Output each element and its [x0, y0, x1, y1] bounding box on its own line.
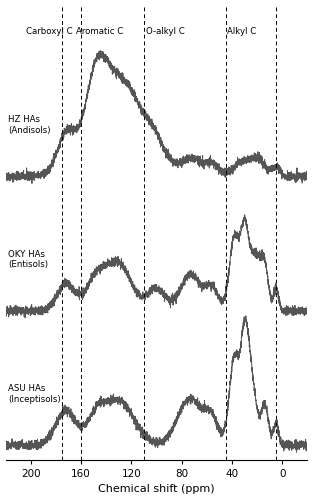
- Text: Aromatic C: Aromatic C: [76, 27, 124, 36]
- Text: O-alkyl C: O-alkyl C: [146, 27, 185, 36]
- X-axis label: Chemical shift (ppm): Chemical shift (ppm): [98, 484, 215, 494]
- Text: ASU HAs
(Inceptisols): ASU HAs (Inceptisols): [8, 384, 61, 404]
- Text: Alkyl C: Alkyl C: [228, 27, 257, 36]
- Text: Carboxyl C: Carboxyl C: [26, 27, 73, 36]
- Text: OKY HAs
(Entisols): OKY HAs (Entisols): [8, 250, 48, 269]
- Text: HZ HAs
(Andisols): HZ HAs (Andisols): [8, 116, 51, 135]
